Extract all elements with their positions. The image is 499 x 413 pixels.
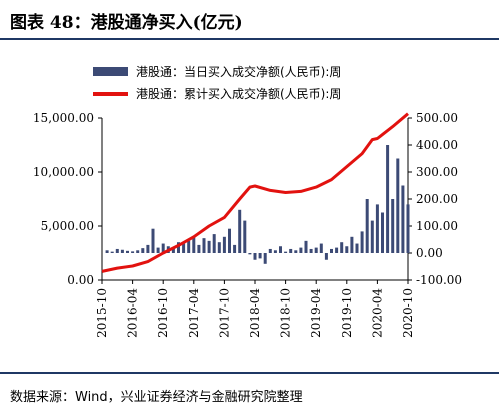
bar [396, 158, 400, 253]
left-tick-label: 15,000.00 [33, 111, 94, 125]
left-tick-label: 5,000.00 [41, 219, 94, 233]
x-tick-label: 2015-10 [95, 288, 109, 338]
x-tick-label: 2020-10 [401, 288, 415, 338]
bar [365, 199, 369, 253]
bar [212, 234, 216, 253]
bar [192, 236, 196, 253]
bar [233, 244, 237, 253]
legend-label-line: 港股通：累计买入成交净额(人民币):周 [136, 86, 341, 101]
bar [284, 251, 288, 253]
source-note: 数据来源：Wind，兴业证券经济与金融研究院整理 [0, 372, 499, 413]
bar [222, 236, 226, 253]
bar [324, 253, 328, 260]
x-tick-label: 2016-10 [156, 288, 170, 338]
legend-swatch-bars [93, 67, 128, 76]
bar [335, 247, 339, 253]
bar [238, 209, 242, 253]
bar [217, 242, 221, 253]
bar [401, 185, 405, 253]
bar [355, 243, 359, 253]
right-tick-label: 400.00 [416, 138, 458, 152]
bar [273, 250, 277, 253]
cumulative-line [101, 112, 409, 273]
bar [248, 253, 252, 255]
bar [120, 249, 124, 253]
bar [386, 145, 390, 253]
bar [136, 250, 140, 253]
bar [330, 248, 333, 253]
x-tick-label: 2018-10 [279, 288, 293, 338]
bar [177, 242, 180, 253]
bar [146, 244, 150, 253]
bar [197, 244, 201, 253]
right-tick-label: 200.00 [416, 192, 458, 206]
x-tick-label: 2020-04 [370, 288, 384, 338]
right-tick-label: -100.00 [416, 273, 462, 287]
bar [228, 228, 231, 253]
bar [151, 228, 155, 253]
bar [350, 236, 354, 253]
bar [258, 253, 262, 259]
bar [207, 240, 211, 253]
bar [279, 246, 282, 253]
bar [105, 250, 109, 253]
bar [309, 248, 313, 253]
bar [187, 240, 191, 253]
bar [406, 204, 410, 253]
bar [345, 246, 349, 253]
bar [182, 243, 186, 253]
x-tick-label: 2017-10 [217, 288, 231, 338]
bar [381, 212, 384, 253]
right-tick-label: 0.00 [416, 246, 443, 260]
bar [161, 243, 165, 253]
bar [202, 238, 206, 253]
bar [115, 248, 119, 253]
x-tick-label: 2016-04 [126, 288, 140, 338]
right-tick-label: 500.00 [416, 111, 458, 125]
bar [299, 247, 303, 253]
bar [171, 248, 175, 253]
bar [304, 240, 308, 253]
bar [319, 243, 323, 253]
left-tick-label: 0.00 [67, 273, 94, 287]
bar [268, 248, 272, 253]
bar [289, 248, 293, 253]
bar [253, 253, 257, 260]
chart: 港股通：当日买入成交净额(人民币):周 港股通：累计买入成交净额(人民币):周 … [33, 64, 462, 338]
bar [126, 250, 129, 253]
figure-title: 图表 48：港股通净买入(亿元) [0, 0, 499, 40]
x-tick-label: 2019-04 [309, 288, 323, 338]
x-tick-label: 2019-10 [340, 288, 354, 338]
bar [314, 247, 318, 253]
right-tick-label: 100.00 [416, 219, 458, 233]
right-tick-label: 300.00 [416, 165, 458, 179]
bar [141, 248, 145, 253]
legend-label-bars: 港股通：当日买入成交净额(人民币):周 [136, 64, 341, 79]
bar [110, 251, 114, 253]
bar [370, 220, 374, 253]
axes: 0.00 5,000.00 10,000.00 15,000.00 -100.00 0.0… [33, 111, 462, 338]
bar [360, 231, 364, 253]
bar [294, 250, 298, 253]
bar [375, 204, 379, 253]
legend: 港股通：当日买入成交净额(人民币):周 港股通：累计买入成交净额(人民币):周 [93, 64, 341, 101]
bar-series [105, 145, 410, 264]
line-series [101, 112, 409, 273]
bar [263, 253, 267, 264]
bar [243, 220, 247, 253]
x-tick-label: 2018-04 [248, 288, 262, 338]
bar [340, 242, 344, 253]
left-tick-label: 10,000.00 [33, 165, 94, 179]
bar [156, 247, 160, 253]
x-tick-label: 2017-04 [187, 288, 201, 338]
bar [391, 199, 395, 253]
bar [131, 251, 135, 253]
